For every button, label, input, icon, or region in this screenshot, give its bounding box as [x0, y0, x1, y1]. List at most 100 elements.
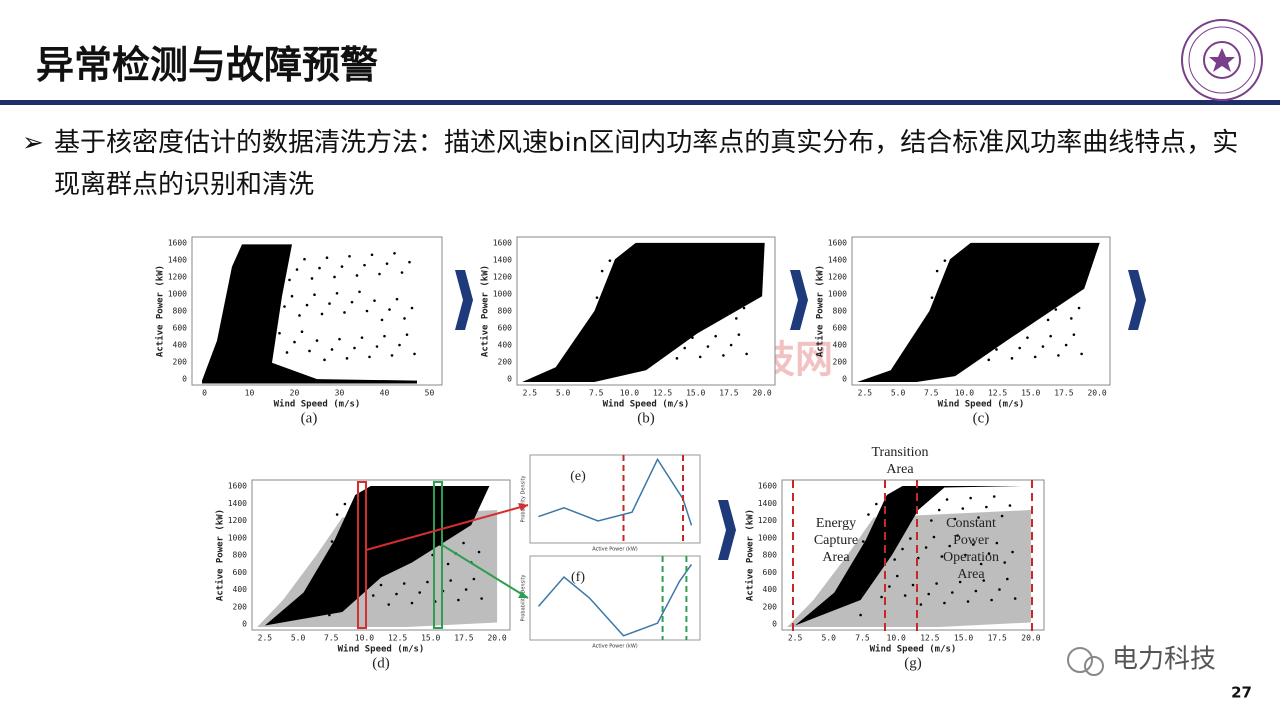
scatter-dot	[1057, 354, 1060, 357]
scatter-dot	[1005, 265, 1009, 268]
scatter-dot	[464, 588, 468, 591]
scatter-dot	[649, 312, 653, 316]
scatter-dot	[315, 339, 319, 342]
scatter-dot	[890, 511, 894, 515]
x-tick-label: 5.0	[822, 634, 837, 643]
scatter-dot	[932, 535, 936, 539]
scatter-dot	[410, 601, 414, 605]
scatter-dot	[990, 256, 993, 260]
scatter-dot	[345, 357, 349, 360]
scatter-dot	[359, 511, 362, 515]
scatter-dot	[935, 582, 938, 585]
scatter-dot	[384, 556, 388, 560]
scatter-dot	[961, 314, 965, 317]
scatter-dot	[647, 266, 650, 270]
y-tick-label: 400	[173, 341, 188, 350]
scatter-dot	[472, 577, 476, 581]
y-tick-label: 400	[833, 341, 848, 350]
scatter-dot	[459, 495, 463, 498]
scatter-dot	[475, 504, 478, 507]
scatter-dot	[943, 259, 947, 262]
scatter-dot	[388, 308, 391, 311]
scatter-dot	[613, 351, 617, 354]
inset-x-label: Active Power (kW)	[592, 644, 638, 650]
y-tick-label: 1000	[758, 533, 777, 542]
scatter-dot	[1033, 355, 1037, 359]
scatter-dot	[953, 517, 957, 521]
scatter-dot	[861, 540, 865, 543]
inset-frame	[529, 454, 701, 544]
scatter-dot	[600, 269, 604, 273]
y-tick-label: 1000	[168, 289, 187, 298]
scatter-dot	[992, 495, 996, 498]
scatter-dot	[657, 302, 661, 305]
scatter-dot	[662, 275, 666, 279]
scatter-dot	[636, 349, 640, 353]
scatter-dot	[343, 311, 346, 314]
scatter-dot	[390, 499, 393, 503]
scatter-dot	[696, 309, 699, 313]
y-tick-label: 1000	[828, 289, 847, 298]
scatter-dot	[343, 502, 347, 506]
scatter-dot	[413, 498, 416, 501]
panel-caption: (g)	[904, 655, 922, 671]
scatter-dot	[995, 541, 999, 545]
scatter-dot	[745, 352, 748, 356]
scatter-dot	[428, 507, 432, 510]
scatter-dot	[371, 594, 375, 597]
scatter-dot	[1062, 297, 1065, 301]
scatter-dot	[348, 595, 352, 599]
x-tick-label: 2.5	[858, 389, 873, 398]
scatter-dot	[953, 294, 957, 298]
scatter-dot	[685, 274, 689, 277]
x-tick-label: 5.0	[291, 634, 306, 643]
y-tick-label: 1200	[168, 272, 187, 281]
scatter-dot	[919, 603, 923, 606]
scatter-dot	[1044, 272, 1047, 276]
annotation: Transition Area	[871, 445, 928, 477]
scatter-dot	[363, 263, 366, 267]
x-tick-label: 12.5	[920, 634, 939, 643]
y-tick-label: 800	[233, 551, 248, 560]
scatter-dot	[1041, 345, 1045, 348]
scatter-dot	[665, 291, 668, 295]
scatter-dot	[933, 342, 936, 345]
scatter-dot	[1077, 306, 1081, 310]
scatter-dot	[709, 272, 712, 276]
scatter-dot	[1028, 263, 1032, 267]
scatter-dot	[930, 519, 933, 522]
scatter-dot	[387, 603, 391, 606]
scatter-dot	[305, 303, 309, 307]
scatter-dot	[941, 331, 944, 335]
scatter-dot	[922, 499, 925, 503]
scatter-dot	[415, 544, 419, 548]
scatter-dot	[323, 358, 326, 362]
scatter-dot	[977, 516, 980, 519]
scatter-dot	[1070, 317, 1073, 320]
scatter-dot	[335, 291, 339, 295]
scatter-dot	[400, 535, 403, 539]
scatter-dot	[631, 257, 635, 261]
bullet-text: 基于核密度估计的数据清洗方法：描述风速bin区间内功率点的真实分布，结合标准风功…	[54, 128, 1239, 200]
y-tick-label: 800	[763, 551, 778, 560]
y-tick-label: 1400	[828, 255, 847, 264]
y-axis-label: Active Power (kW)	[215, 509, 226, 601]
scatter-dot	[598, 342, 601, 345]
scatter-dot	[1051, 262, 1055, 265]
scatter-dot	[1008, 311, 1011, 314]
y-axis-label: Active Power (kW)	[815, 265, 826, 357]
scatter-dot	[716, 262, 720, 265]
scatter-dot	[350, 300, 354, 304]
scatter-dot	[711, 318, 715, 322]
scatter-dot	[268, 296, 271, 299]
y-tick-label: 0	[242, 620, 247, 629]
scatter-dot	[378, 272, 381, 276]
scatter-dot	[1039, 299, 1042, 302]
scatter-dot	[328, 613, 331, 617]
scatter-dot	[626, 314, 630, 317]
y-axis-label: Active Power (kW)	[480, 265, 491, 357]
scatter-dot	[979, 339, 983, 342]
y-tick-label: 0	[842, 375, 847, 384]
scatter-dot	[704, 299, 707, 302]
scatter-dot	[366, 501, 370, 504]
